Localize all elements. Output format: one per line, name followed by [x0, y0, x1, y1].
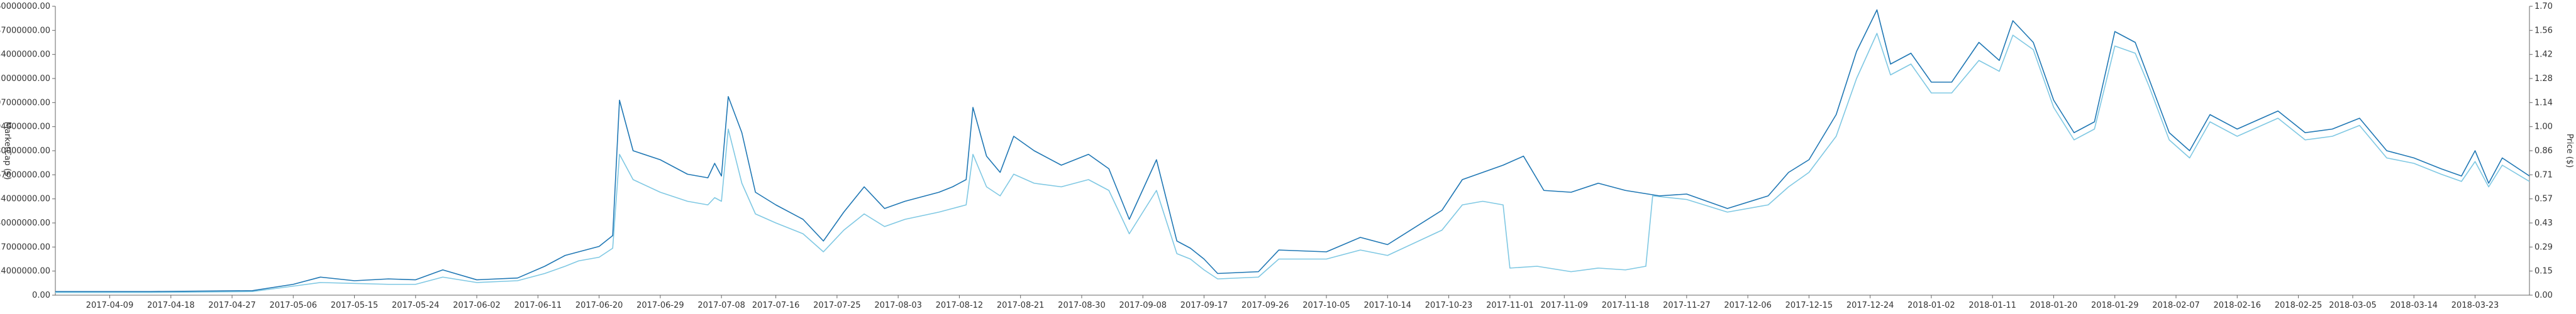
y-left-tick-label: 160000000.00 [0, 2, 50, 11]
x-tick-label: 2018-01-11 [1968, 301, 2016, 310]
series-line [55, 33, 2530, 293]
y-right-tick-label: 0.57 [2534, 195, 2553, 204]
x-tick-label: 2017-08-03 [874, 301, 922, 310]
x-tick-label: 2018-01-29 [2091, 301, 2139, 310]
y-left-tick-label: 14000000.00 [0, 267, 50, 276]
x-tick-label: 2017-10-14 [1364, 301, 1412, 310]
x-tick-label: 2017-05-15 [331, 301, 379, 310]
y-right-tick-label: 1.42 [2534, 50, 2553, 60]
y-right-tick-label: 1.70 [2534, 2, 2553, 11]
y-right-tick-label: 1.56 [2534, 26, 2553, 35]
x-tick-label: 2017-08-30 [1058, 301, 1106, 310]
x-tick-label: 2017-04-27 [208, 301, 256, 310]
y-right-tick-label: 1.14 [2534, 98, 2553, 107]
y-left-tick-label: 134000000.00 [0, 50, 50, 60]
x-tick-label: 2017-12-06 [1724, 301, 1772, 310]
x-tick-label: 2017-12-15 [1785, 301, 1833, 310]
x-tick-label: 2017-09-26 [1241, 301, 1289, 310]
y-left-tick-label: 120000000.00 [0, 74, 50, 84]
x-tick-label: 2017-09-17 [1180, 301, 1228, 310]
y-left-tick-label: 27000000.00 [0, 242, 50, 252]
x-tick-label: 2017-06-20 [575, 301, 623, 310]
x-tick-label: 2018-01-02 [1907, 301, 1955, 310]
y-left-tick-label: 67000000.00 [0, 170, 50, 180]
y-right-tick-label: 0.15 [2534, 267, 2553, 276]
y-right-tick-label: 0.00 [2534, 291, 2553, 300]
x-tick-label: 2017-07-25 [813, 301, 861, 310]
x-tick-label: 2017-04-09 [86, 301, 134, 310]
x-tick-label: 2017-07-08 [697, 301, 745, 310]
x-tick-label: 2017-11-18 [1602, 301, 1650, 310]
x-tick-label: 2018-01-20 [2030, 301, 2078, 310]
y-right-tick-label: 0.43 [2534, 219, 2553, 228]
x-tick-label: 2017-08-12 [936, 301, 984, 310]
y-left-tick-label: 0.00 [32, 291, 50, 300]
y-right-tick-label: 0.86 [2534, 146, 2553, 156]
y-right-tick-label: 1.00 [2534, 122, 2553, 132]
y-left-tick-label: 94000000.00 [0, 122, 50, 132]
x-tick-label: 2017-11-09 [1541, 301, 1589, 310]
x-tick-label: 2017-10-05 [1302, 301, 1350, 310]
x-tick-label: 2018-03-05 [2329, 301, 2377, 310]
x-tick-label: 2018-02-16 [2213, 301, 2261, 310]
x-tick-label: 2017-11-01 [1486, 301, 1534, 310]
series-layer [55, 9, 2530, 293]
x-tick-label: 2017-08-21 [997, 301, 1045, 310]
y-left-tick-label: 107000000.00 [0, 98, 50, 107]
y-right-tick-label: 1.28 [2534, 74, 2553, 84]
x-tick-label: 2017-10-23 [1425, 301, 1473, 310]
x-tick-label: 2017-09-08 [1119, 301, 1167, 310]
x-tick-label: 2017-05-24 [392, 301, 440, 310]
y-axis-left-label: MarketCap ($) [3, 122, 12, 180]
x-tick-label: 2017-07-16 [752, 301, 800, 310]
y-left-tick-label: 147000000.00 [0, 26, 50, 35]
x-tick-label: 2017-11-27 [1663, 301, 1711, 310]
x-tick-label: 2017-06-11 [514, 301, 562, 310]
y-left-tick-label: 40000000.00 [0, 219, 50, 228]
x-tick-label: 2018-03-14 [2390, 301, 2438, 310]
axes: 0.00 14000000.00 27000000.00 40000000.00 540… [0, 2, 2553, 310]
x-tick-label: 2017-05-06 [269, 301, 317, 310]
y-right-tick-label: 0.29 [2534, 242, 2553, 252]
y-right-tick-label: 0.71 [2534, 170, 2553, 180]
x-tick-label: 2018-02-25 [2275, 301, 2323, 310]
x-tick-label: 2017-06-02 [453, 301, 501, 310]
y-axis-right-label: Price ($) [2565, 134, 2574, 168]
x-tick-label: 2018-03-23 [2451, 301, 2499, 310]
y-left-tick-label: 80000000.00 [0, 146, 50, 156]
x-tick-label: 2017-04-18 [147, 301, 195, 310]
x-tick-label: 2017-06-29 [636, 301, 684, 310]
x-tick-label: 2017-12-24 [1846, 301, 1894, 310]
x-tick-label: 2018-02-07 [2152, 301, 2200, 310]
series-line [55, 9, 2530, 293]
y-left-tick-label: 54000000.00 [0, 195, 50, 204]
